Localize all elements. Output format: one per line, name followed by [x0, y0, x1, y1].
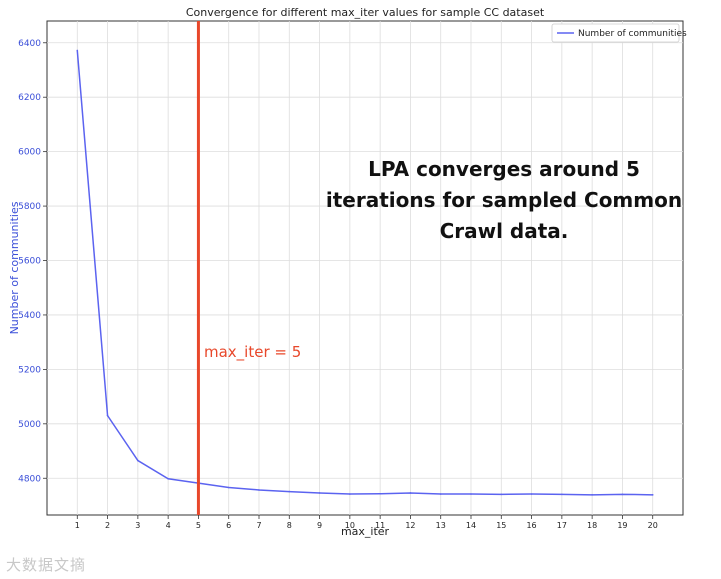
x-tick-label: 7 — [256, 521, 261, 530]
legend-label: Number of communities — [578, 29, 687, 39]
series-layer — [76, 49, 654, 496]
x-tick-label: 15 — [496, 521, 506, 530]
annotation-line-3: Crawl data. — [440, 219, 569, 243]
y-tick-label: 6000 — [18, 148, 41, 158]
data-point — [439, 493, 442, 495]
annotation-line-1: LPA converges around 5 — [368, 157, 640, 181]
y-tick-label: 5600 — [18, 257, 41, 267]
x-tick-label: 4 — [166, 521, 171, 530]
series-line — [76, 50, 653, 496]
data-point — [318, 492, 321, 494]
x-axis-label: max_iter — [341, 525, 390, 538]
x-tick-label: 20 — [648, 521, 658, 530]
x-tick-label: 10 — [345, 521, 355, 530]
legend: Number of communities — [551, 23, 687, 43]
data-point — [167, 478, 169, 480]
data-point — [591, 494, 593, 496]
data-point — [470, 493, 472, 495]
data-point — [106, 414, 109, 417]
data-point — [500, 493, 503, 496]
y-tick-label: 5200 — [18, 365, 41, 375]
y-tick-label: 5800 — [18, 202, 41, 212]
x-tick-label: 3 — [135, 521, 140, 530]
y-tick-label: 5000 — [18, 420, 41, 430]
data-point — [137, 459, 139, 462]
data-point — [349, 493, 351, 495]
y-tick-label: 6200 — [18, 93, 41, 103]
plot-area — [46, 20, 684, 516]
data-point — [409, 492, 412, 494]
x-tick-label: 2 — [105, 521, 110, 530]
chart-title: Convergence for different max_iter value… — [186, 6, 545, 19]
y-axis-label: Number of communities — [8, 201, 21, 334]
data-point — [288, 490, 291, 493]
y-tick-label: 5400 — [18, 311, 41, 321]
data-point — [379, 492, 381, 495]
x-tick-label: 16 — [526, 521, 536, 530]
x-tick-label: 18 — [587, 521, 597, 530]
x-tick-label: 14 — [466, 521, 476, 530]
data-point — [258, 489, 260, 491]
data-point — [530, 493, 533, 495]
x-tick-label: 11 — [375, 521, 385, 530]
x-tick-label: 9 — [317, 521, 322, 530]
data-point — [76, 49, 79, 52]
vline-label: max_iter = 5 — [204, 343, 301, 362]
x-tick-label: 1 — [75, 521, 80, 530]
x-tick-label: 13 — [436, 521, 446, 530]
watermark: 大数据文摘 — [6, 556, 87, 574]
x-tick-label: 6 — [226, 521, 231, 530]
y-tick-label: 4800 — [18, 474, 41, 484]
grid — [47, 21, 683, 515]
x-tick-label: 19 — [617, 521, 627, 530]
legend-box — [551, 23, 680, 43]
x-tick-label: 5 — [196, 521, 201, 530]
x-tick-label: 12 — [405, 521, 415, 530]
data-point — [651, 494, 654, 496]
annotation-line-2: iterations for sampled Common — [326, 188, 682, 212]
x-tick-label: 17 — [557, 521, 567, 530]
data-point — [561, 493, 563, 496]
y-tick-label: 6400 — [18, 39, 41, 49]
x-tick-label: 8 — [287, 521, 292, 530]
y-ticks: 4800 5000 5200 5400 5600 5800 6000 6200 6400 — [18, 39, 47, 484]
x-ticks: 1 2 3 4 5 6 7 8 9 10 11 12 13 14 15 16 17 18 19 20 — [75, 515, 658, 530]
data-point — [227, 486, 230, 489]
data-point — [621, 493, 624, 496]
